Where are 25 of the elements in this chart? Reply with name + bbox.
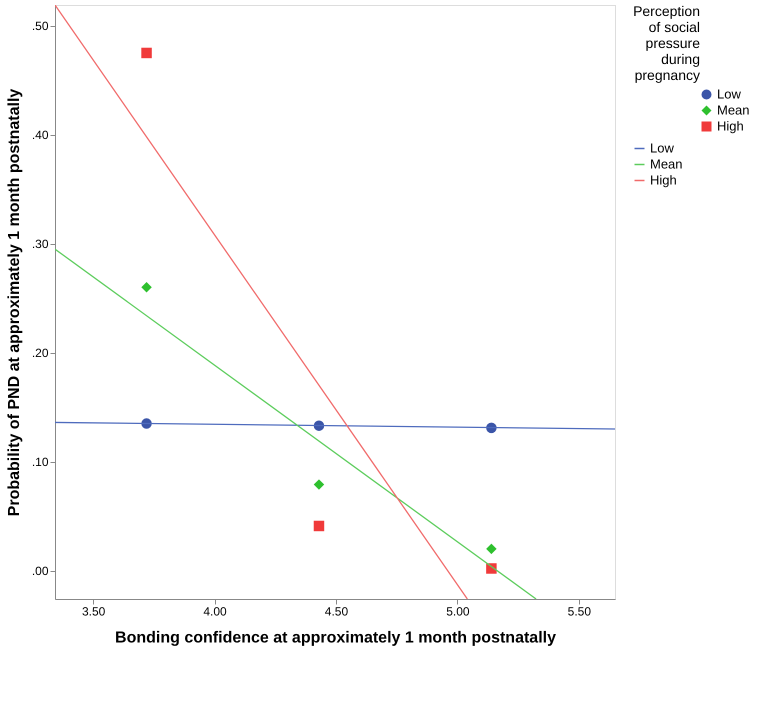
point (141, 282, 152, 293)
legend-label: Mean (717, 102, 750, 118)
y-tick-label: .20 (32, 346, 49, 360)
y-axis-title: Probability of PND at approximately 1 month postnatally (6, 88, 23, 516)
y-tick-label: .10 (32, 455, 49, 470)
x-tick-label: 4.50 (324, 604, 348, 618)
x-axis-title: Bonding confidence at approximately 1 month postnatally (115, 630, 556, 646)
legend-label: High (650, 172, 677, 188)
x-tick-label: 5.50 (568, 604, 592, 618)
point (314, 479, 324, 490)
point (314, 520, 324, 532)
x-tick-label: 3.50 (82, 604, 106, 618)
y-tick-label: .00 (32, 564, 49, 578)
y-tick-label: .50 (32, 19, 49, 34)
legend-label: Low (650, 140, 674, 156)
y-tick-label: .30 (32, 237, 49, 252)
x-tick-label: 4.00 (203, 604, 228, 618)
point (486, 544, 497, 554)
legend-label: Mean (650, 156, 683, 172)
legend-label: High (717, 118, 744, 134)
legend-label: Low (717, 86, 742, 102)
y-tick-label: .40 (32, 128, 49, 142)
legend-title: Perception of social pressure during pregnancy (633, 3, 700, 83)
x-tick-label: 5.00 (446, 604, 470, 618)
point (141, 48, 152, 58)
